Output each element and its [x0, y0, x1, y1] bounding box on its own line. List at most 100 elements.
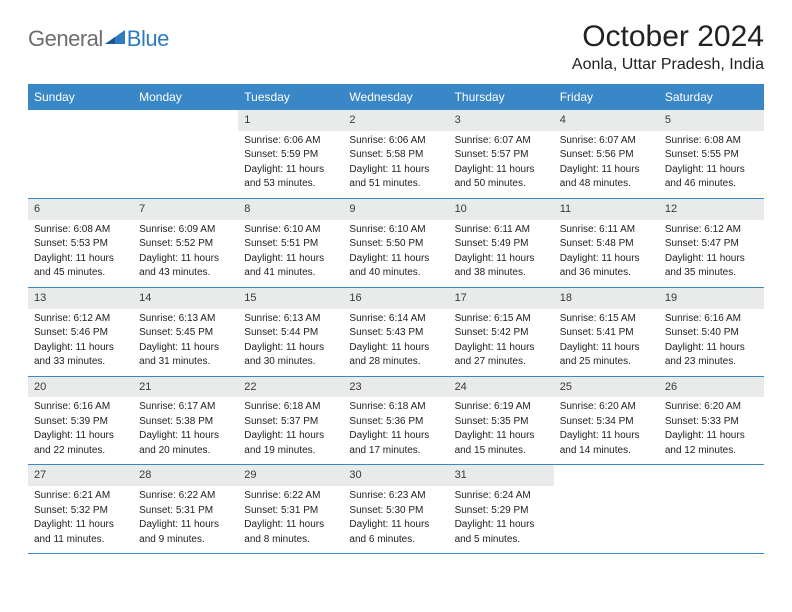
- day-content: Sunrise: 6:13 AMSunset: 5:45 PMDaylight:…: [133, 309, 238, 376]
- day-cell: 30Sunrise: 6:23 AMSunset: 5:30 PMDayligh…: [343, 465, 448, 553]
- day-cell: 18Sunrise: 6:15 AMSunset: 5:41 PMDayligh…: [554, 288, 659, 376]
- day-number: 3: [449, 110, 554, 131]
- day-cell: 27Sunrise: 6:21 AMSunset: 5:32 PMDayligh…: [28, 465, 133, 553]
- logo-triangle-icon: [105, 30, 125, 48]
- day-cell-empty: [133, 110, 238, 198]
- day-day1: Daylight: 11 hours: [665, 429, 758, 443]
- weeks-container: 1Sunrise: 6:06 AMSunset: 5:59 PMDaylight…: [28, 110, 764, 554]
- day-sunrise: Sunrise: 6:18 AM: [349, 400, 442, 414]
- day-day1: Daylight: 11 hours: [665, 252, 758, 266]
- day-cell: 23Sunrise: 6:18 AMSunset: 5:36 PMDayligh…: [343, 377, 448, 465]
- day-sunrise: Sunrise: 6:12 AM: [665, 223, 758, 237]
- weekday-wednesday: Wednesday: [343, 84, 448, 110]
- day-day1: Daylight: 11 hours: [455, 518, 548, 532]
- day-day1: Daylight: 11 hours: [139, 341, 232, 355]
- day-day1: Daylight: 11 hours: [665, 163, 758, 177]
- day-content: Sunrise: 6:15 AMSunset: 5:42 PMDaylight:…: [449, 309, 554, 376]
- weekday-friday: Friday: [554, 84, 659, 110]
- day-content: Sunrise: 6:22 AMSunset: 5:31 PMDaylight:…: [238, 486, 343, 553]
- day-day1: Daylight: 11 hours: [34, 341, 127, 355]
- day-number: 20: [28, 377, 133, 398]
- week-row: 13Sunrise: 6:12 AMSunset: 5:46 PMDayligh…: [28, 288, 764, 377]
- day-content: Sunrise: 6:11 AMSunset: 5:48 PMDaylight:…: [554, 220, 659, 287]
- day-sunrise: Sunrise: 6:15 AM: [455, 312, 548, 326]
- day-number: 31: [449, 465, 554, 486]
- day-content: Sunrise: 6:08 AMSunset: 5:53 PMDaylight:…: [28, 220, 133, 287]
- day-content: Sunrise: 6:20 AMSunset: 5:33 PMDaylight:…: [659, 397, 764, 464]
- day-sunset: Sunset: 5:37 PM: [244, 415, 337, 429]
- day-content: Sunrise: 6:16 AMSunset: 5:39 PMDaylight:…: [28, 397, 133, 464]
- day-day2: and 30 minutes.: [244, 355, 337, 369]
- day-content: Sunrise: 6:06 AMSunset: 5:58 PMDaylight:…: [343, 131, 448, 198]
- day-day2: and 48 minutes.: [560, 177, 653, 191]
- day-content: Sunrise: 6:15 AMSunset: 5:41 PMDaylight:…: [554, 309, 659, 376]
- day-cell-empty: [659, 465, 764, 553]
- day-number: 25: [554, 377, 659, 398]
- day-cell: 22Sunrise: 6:18 AMSunset: 5:37 PMDayligh…: [238, 377, 343, 465]
- day-content: Sunrise: 6:18 AMSunset: 5:36 PMDaylight:…: [343, 397, 448, 464]
- day-sunrise: Sunrise: 6:14 AM: [349, 312, 442, 326]
- day-day2: and 14 minutes.: [560, 444, 653, 458]
- weekday-tuesday: Tuesday: [238, 84, 343, 110]
- day-content: Sunrise: 6:22 AMSunset: 5:31 PMDaylight:…: [133, 486, 238, 553]
- day-day2: and 23 minutes.: [665, 355, 758, 369]
- day-number: 16: [343, 288, 448, 309]
- day-day2: and 19 minutes.: [244, 444, 337, 458]
- day-cell: 29Sunrise: 6:22 AMSunset: 5:31 PMDayligh…: [238, 465, 343, 553]
- day-cell: 21Sunrise: 6:17 AMSunset: 5:38 PMDayligh…: [133, 377, 238, 465]
- day-sunrise: Sunrise: 6:18 AM: [244, 400, 337, 414]
- week-row: 27Sunrise: 6:21 AMSunset: 5:32 PMDayligh…: [28, 465, 764, 554]
- day-day2: and 45 minutes.: [34, 266, 127, 280]
- day-number: 2: [343, 110, 448, 131]
- day-sunrise: Sunrise: 6:06 AM: [244, 134, 337, 148]
- day-sunset: Sunset: 5:55 PM: [665, 148, 758, 162]
- day-sunset: Sunset: 5:43 PM: [349, 326, 442, 340]
- day-day2: and 43 minutes.: [139, 266, 232, 280]
- day-cell: 19Sunrise: 6:16 AMSunset: 5:40 PMDayligh…: [659, 288, 764, 376]
- day-sunset: Sunset: 5:59 PM: [244, 148, 337, 162]
- day-day1: Daylight: 11 hours: [244, 518, 337, 532]
- day-day1: Daylight: 11 hours: [244, 252, 337, 266]
- day-day1: Daylight: 11 hours: [665, 341, 758, 355]
- day-cell: 10Sunrise: 6:11 AMSunset: 5:49 PMDayligh…: [449, 199, 554, 287]
- day-day1: Daylight: 11 hours: [560, 252, 653, 266]
- weekday-header-row: SundayMondayTuesdayWednesdayThursdayFrid…: [28, 84, 764, 110]
- day-day1: Daylight: 11 hours: [349, 252, 442, 266]
- day-day1: Daylight: 11 hours: [560, 163, 653, 177]
- logo-text-general: General: [28, 26, 103, 52]
- day-cell: 17Sunrise: 6:15 AMSunset: 5:42 PMDayligh…: [449, 288, 554, 376]
- day-cell: 11Sunrise: 6:11 AMSunset: 5:48 PMDayligh…: [554, 199, 659, 287]
- day-sunset: Sunset: 5:33 PM: [665, 415, 758, 429]
- day-day1: Daylight: 11 hours: [244, 429, 337, 443]
- day-sunset: Sunset: 5:30 PM: [349, 504, 442, 518]
- day-sunset: Sunset: 5:53 PM: [34, 237, 127, 251]
- day-sunset: Sunset: 5:45 PM: [139, 326, 232, 340]
- day-cell: 7Sunrise: 6:09 AMSunset: 5:52 PMDaylight…: [133, 199, 238, 287]
- day-number: 1: [238, 110, 343, 131]
- day-cell: 14Sunrise: 6:13 AMSunset: 5:45 PMDayligh…: [133, 288, 238, 376]
- day-sunrise: Sunrise: 6:07 AM: [560, 134, 653, 148]
- day-number: 27: [28, 465, 133, 486]
- day-cell: 24Sunrise: 6:19 AMSunset: 5:35 PMDayligh…: [449, 377, 554, 465]
- day-sunrise: Sunrise: 6:10 AM: [244, 223, 337, 237]
- day-content: Sunrise: 6:11 AMSunset: 5:49 PMDaylight:…: [449, 220, 554, 287]
- day-sunset: Sunset: 5:56 PM: [560, 148, 653, 162]
- day-sunset: Sunset: 5:47 PM: [665, 237, 758, 251]
- day-content: Sunrise: 6:16 AMSunset: 5:40 PMDaylight:…: [659, 309, 764, 376]
- day-content: Sunrise: 6:06 AMSunset: 5:59 PMDaylight:…: [238, 131, 343, 198]
- day-day2: and 50 minutes.: [455, 177, 548, 191]
- day-day2: and 6 minutes.: [349, 533, 442, 547]
- day-sunrise: Sunrise: 6:17 AM: [139, 400, 232, 414]
- day-number: 28: [133, 465, 238, 486]
- day-sunrise: Sunrise: 6:12 AM: [34, 312, 127, 326]
- day-sunset: Sunset: 5:46 PM: [34, 326, 127, 340]
- month-title: October 2024: [572, 20, 764, 54]
- day-day1: Daylight: 11 hours: [34, 429, 127, 443]
- day-number: 18: [554, 288, 659, 309]
- day-number: 19: [659, 288, 764, 309]
- day-day2: and 27 minutes.: [455, 355, 548, 369]
- day-content: Sunrise: 6:21 AMSunset: 5:32 PMDaylight:…: [28, 486, 133, 553]
- day-number: 12: [659, 199, 764, 220]
- day-number: 4: [554, 110, 659, 131]
- day-cell-empty: [554, 465, 659, 553]
